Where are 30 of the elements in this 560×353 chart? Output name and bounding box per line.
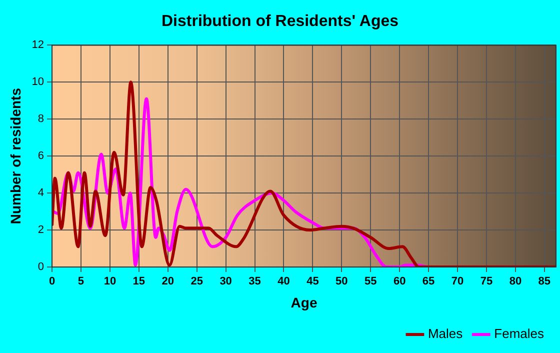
- x-tick-label: 35: [248, 276, 261, 288]
- x-tick-label: 55: [364, 276, 377, 288]
- x-tick-label: 20: [162, 276, 174, 288]
- x-tick-label: 0: [48, 276, 56, 288]
- legend-label: Females: [494, 326, 544, 342]
- x-tick-label: 45: [306, 276, 319, 288]
- x-tick-label: 65: [422, 276, 435, 288]
- y-tick-label: 0: [38, 261, 44, 274]
- x-tick-label: 25: [190, 276, 203, 288]
- x-axis-title: Age: [290, 294, 318, 310]
- x-tick-label: 70: [451, 276, 464, 288]
- x-tick-label: 60: [393, 276, 406, 288]
- chart-title: Distribution of Residents' Ages: [161, 13, 399, 30]
- x-tick-label: 5: [78, 276, 84, 288]
- x-tick-label: 40: [278, 276, 290, 288]
- y-tick-label: 10: [32, 76, 44, 88]
- x-tick-label: 15: [132, 276, 146, 288]
- y-tick-label: 8: [38, 113, 44, 126]
- y-tick-label: 12: [32, 39, 44, 52]
- legend-label: Males: [428, 326, 464, 342]
- x-tick-label: 80: [509, 276, 522, 288]
- x-tick-label: 50: [336, 276, 348, 288]
- y-tick-label: 2: [38, 224, 44, 236]
- x-tick-label: 75: [480, 276, 493, 288]
- y-axis-title: Number of residents: [7, 88, 24, 224]
- y-tick-label: 4: [38, 187, 44, 200]
- x-tick-label: 85: [538, 276, 551, 288]
- y-tick-label: 6: [38, 150, 44, 162]
- x-tick-label: 30: [220, 276, 232, 288]
- x-tick-label: 10: [104, 276, 116, 288]
